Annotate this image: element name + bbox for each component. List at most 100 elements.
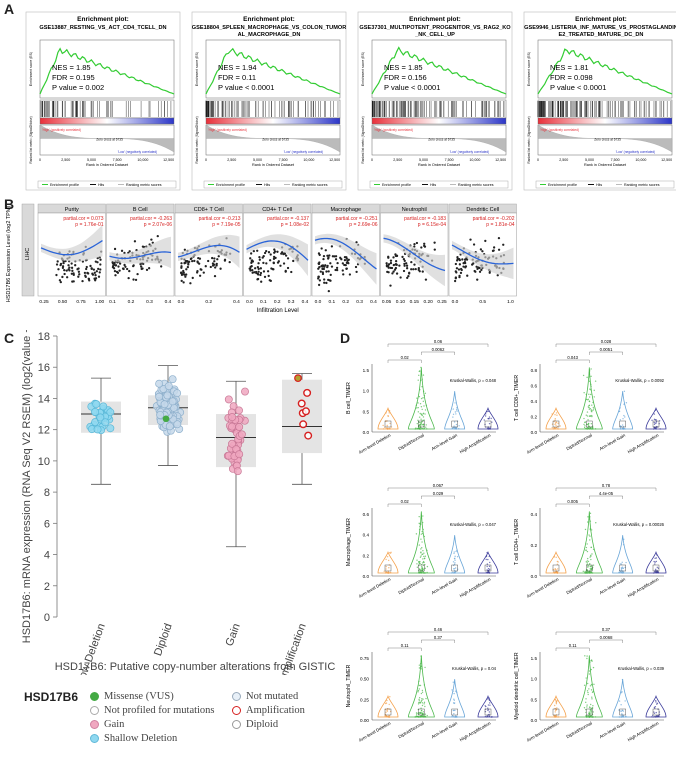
violin-point [421,541,423,543]
gsea-pos-label: 'High' (positively correlated) [374,128,413,132]
timer-point [180,262,183,265]
timer-point [83,271,87,275]
violin-ylabel: Myeloid dendritic cell_TIMER [514,652,520,719]
violin-category-label: Diploid/Normal [565,433,592,452]
timer-point [228,260,231,264]
timer-point [112,267,116,270]
violin-point [586,411,589,413]
timer-point [180,279,183,283]
violin-point [653,712,656,714]
violin-point [421,414,424,417]
cbio-box-2: Diploid [148,365,188,658]
timer-point [348,273,352,276]
timer-point [263,275,267,279]
violin-point [585,701,587,704]
timer-pvalue: p = 1.81e-04 [486,222,514,228]
violin-point [422,715,424,717]
timer-point [492,246,496,249]
violin-box [384,420,392,428]
violin-point [421,713,424,715]
violin-point [385,412,387,414]
timer-point [423,242,426,245]
violin-y-tick: 0.25 [360,697,369,702]
gsea-pos-label: 'High' (positively correlated) [42,128,81,132]
violin-point [487,558,489,561]
violin-panel-4: T cell CD4+_TIMER 0.0 0.2 0.4 Kruskal-Wallis… [514,483,667,599]
violin-point [421,408,423,411]
timer-x-tick: 0.25 [39,299,49,305]
violin-bracket [555,487,657,491]
violin-point [624,700,626,702]
violin-point [453,563,456,566]
violin-point [387,559,390,562]
cbio-point [224,395,233,404]
violin-point [453,570,456,572]
legend-gain: Gain [90,719,124,730]
timer-point [262,270,266,273]
violin-point [588,374,591,376]
violin-point [420,655,422,657]
gsea-pos-label: 'High' (positively correlated) [540,128,579,132]
violin-point [588,369,591,371]
violin-comp-pvalue: 0.37 [434,635,443,640]
violin-point [620,716,622,718]
violin-point [589,407,592,410]
timer-point [141,267,144,270]
cbio-point [173,420,182,429]
violin-point [618,709,620,711]
timer-point [132,278,135,281]
timer-point [183,248,186,251]
violin-bracket [387,503,422,507]
timer-point [191,259,194,263]
timer-point [277,260,280,263]
violin-box [586,420,593,428]
violin-point [553,556,556,558]
timer-point [459,271,463,275]
violin-point [557,561,559,563]
violin-point [490,716,492,718]
violin-point [585,393,587,396]
violin-bracket [387,631,489,635]
timer-x-tick: 0.4 [370,299,377,305]
violin-comp-pvalue: 0.37 [602,627,611,632]
violin-point [421,378,423,380]
violin-point [623,403,625,405]
violin-point [584,570,586,573]
timer-panel-name: CD8+ T Cell [194,207,224,213]
violin-point [584,528,587,531]
timer-point [70,272,73,275]
timer-partial-cor: partial.cor = -0.202 [473,216,515,222]
gsea-rank-ylabel: Ranked list metric (Signal2Noise) [361,116,365,163]
timer-point [479,248,483,251]
violin-point [587,693,589,696]
cbio-point [304,431,313,440]
violin-shape [444,535,466,574]
violin-point [554,417,556,420]
violin-point [583,684,586,686]
gsea-x-tick: 10,000 [469,158,480,162]
violin-point [655,701,657,703]
gsea-x-tick: 12,500 [163,158,174,162]
cbio-amp-missense-point [294,374,302,383]
violin-point [651,419,653,422]
violin-point [422,698,424,700]
violin-point [591,553,593,555]
violin-point [418,680,420,683]
gsea-neg-label: 'Low' (negatively correlated) [284,150,324,154]
violin-point [487,704,490,706]
timer-point [254,267,257,270]
timer-point [272,268,275,271]
violin-y-tick: 1.0 [531,677,538,682]
violin-category-label: Arm-level Deletion [358,720,392,743]
violin-point [486,698,489,700]
violin-point [455,413,457,415]
violin-point [385,714,387,717]
violin-point [653,418,656,421]
cbio-y-tick: 14 [38,393,50,405]
violin-point [419,388,421,391]
violin-point [652,428,655,430]
timer-point [463,258,467,261]
timer-point [472,243,476,246]
violin-y-tick: 0.8 [531,368,538,373]
gsea-name-line1: GSE9946_LISTERIA_INF_MATURE_VS_PROSTAGLA… [524,25,676,31]
